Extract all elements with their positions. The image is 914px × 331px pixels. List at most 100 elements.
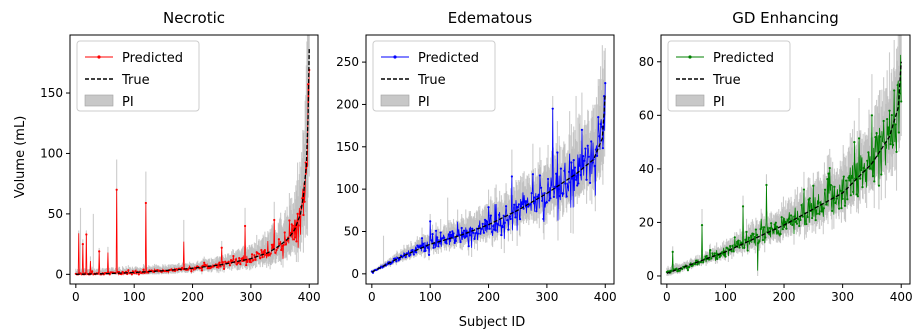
predicted-point xyxy=(594,148,598,151)
y-tick-label: 0 xyxy=(351,267,359,281)
predicted-point xyxy=(570,161,573,164)
predicted-point xyxy=(700,224,704,227)
predicted-point xyxy=(711,252,714,255)
predicted-point xyxy=(601,147,605,150)
predicted-point xyxy=(757,242,760,245)
predicted-point xyxy=(521,203,524,206)
panel-title: Edematous xyxy=(448,9,533,27)
predicted-point xyxy=(478,225,481,228)
predicted-point xyxy=(222,267,226,270)
predicted-point xyxy=(705,254,708,258)
predicted-point xyxy=(520,205,523,208)
predicted-point xyxy=(895,150,898,154)
predicted-point xyxy=(437,245,440,248)
predicted-point xyxy=(780,216,783,219)
predicted-point xyxy=(821,208,824,211)
predicted-point xyxy=(306,83,310,86)
predicted-point xyxy=(479,232,482,235)
predicted-point xyxy=(549,197,552,200)
predicted-point xyxy=(542,217,545,221)
predicted-point xyxy=(753,236,756,239)
axes-frame xyxy=(69,34,319,285)
predicted-point xyxy=(221,260,224,264)
predicted-point xyxy=(534,200,537,203)
legend-label: PI xyxy=(418,95,430,110)
predicted-point xyxy=(476,232,480,235)
predicted-point xyxy=(758,240,761,243)
predicted-point xyxy=(460,226,463,230)
x-tick-label: 400 xyxy=(890,290,913,304)
predicted-point xyxy=(580,128,584,131)
predicted-point xyxy=(525,200,529,203)
predicted-point xyxy=(738,246,741,249)
predicted-point xyxy=(870,114,874,117)
predicted-point xyxy=(254,258,257,261)
predicted-point xyxy=(789,214,793,217)
predicted-point xyxy=(450,233,453,236)
predicted-point xyxy=(559,167,563,170)
legend-label: Predicted xyxy=(122,51,183,66)
predicted-point xyxy=(770,222,773,225)
predicted-point xyxy=(396,256,399,260)
predicted-point xyxy=(695,259,698,262)
y-tick-label: 250 xyxy=(336,55,359,69)
predicted-point xyxy=(115,188,118,191)
predicted-point xyxy=(869,167,872,170)
predicted-point xyxy=(459,240,462,244)
legend: Predicted True PI xyxy=(76,40,200,112)
predicted-point xyxy=(732,250,735,253)
predicted-point xyxy=(566,185,570,188)
predicted-point xyxy=(535,210,538,213)
predicted-point xyxy=(574,178,578,181)
predicted-point xyxy=(552,195,556,198)
predicted-point xyxy=(847,176,850,179)
predicted-point xyxy=(439,231,442,234)
predicted-point xyxy=(823,188,827,191)
panel-gd-enhancing: 0 100 200 300 400 0 20 40 60 80 GD Enhancing Predic… xyxy=(639,9,913,304)
predicted-point xyxy=(853,141,856,144)
predicted-point xyxy=(829,184,833,187)
legend-label: PI xyxy=(122,95,134,110)
predicted-point xyxy=(792,219,795,222)
predicted-point xyxy=(860,168,863,172)
predicted-point xyxy=(517,203,520,206)
predicted-point xyxy=(777,231,780,234)
predicted-point xyxy=(190,270,193,273)
predicted-point xyxy=(532,196,536,199)
predicted-point xyxy=(218,261,221,264)
predicted-point xyxy=(232,254,235,258)
predicted-point xyxy=(779,232,782,236)
predicted-point xyxy=(850,176,854,179)
predicted-point xyxy=(546,177,550,181)
predicted-point xyxy=(227,260,230,263)
predicted-point xyxy=(203,261,206,264)
predicted-point xyxy=(750,234,753,237)
predicted-point xyxy=(539,186,543,189)
predicted-point xyxy=(722,252,725,255)
predicted-point xyxy=(545,201,548,204)
y-tick-label: 50 xyxy=(48,207,63,221)
predicted-point xyxy=(598,135,601,138)
predicted-point xyxy=(791,223,794,226)
predicted-point xyxy=(500,233,503,237)
true-series-line xyxy=(371,94,606,273)
predicted-point xyxy=(775,225,779,228)
predicted-point xyxy=(487,206,490,209)
predicted-point xyxy=(553,185,557,188)
predicted-point xyxy=(486,220,489,223)
predicted-point xyxy=(303,200,306,203)
predicted-point xyxy=(801,215,804,218)
predicted-point xyxy=(871,175,875,178)
predicted-point xyxy=(760,226,763,229)
legend-pi-swatch xyxy=(84,94,114,107)
y-tick-label: 150 xyxy=(336,140,359,154)
predicted-point xyxy=(686,268,690,272)
predicted-point xyxy=(572,159,575,162)
predicted-point xyxy=(583,159,586,162)
predicted-point xyxy=(818,212,821,215)
x-tick-label: 100 xyxy=(714,290,737,304)
y-tick-label: 100 xyxy=(336,182,359,196)
panel-necrotic: 0 100 200 300 400 0 50 100 150 Necrotic Predicted T… xyxy=(40,9,321,304)
predicted-point xyxy=(595,154,599,158)
true-series-line xyxy=(666,61,902,274)
